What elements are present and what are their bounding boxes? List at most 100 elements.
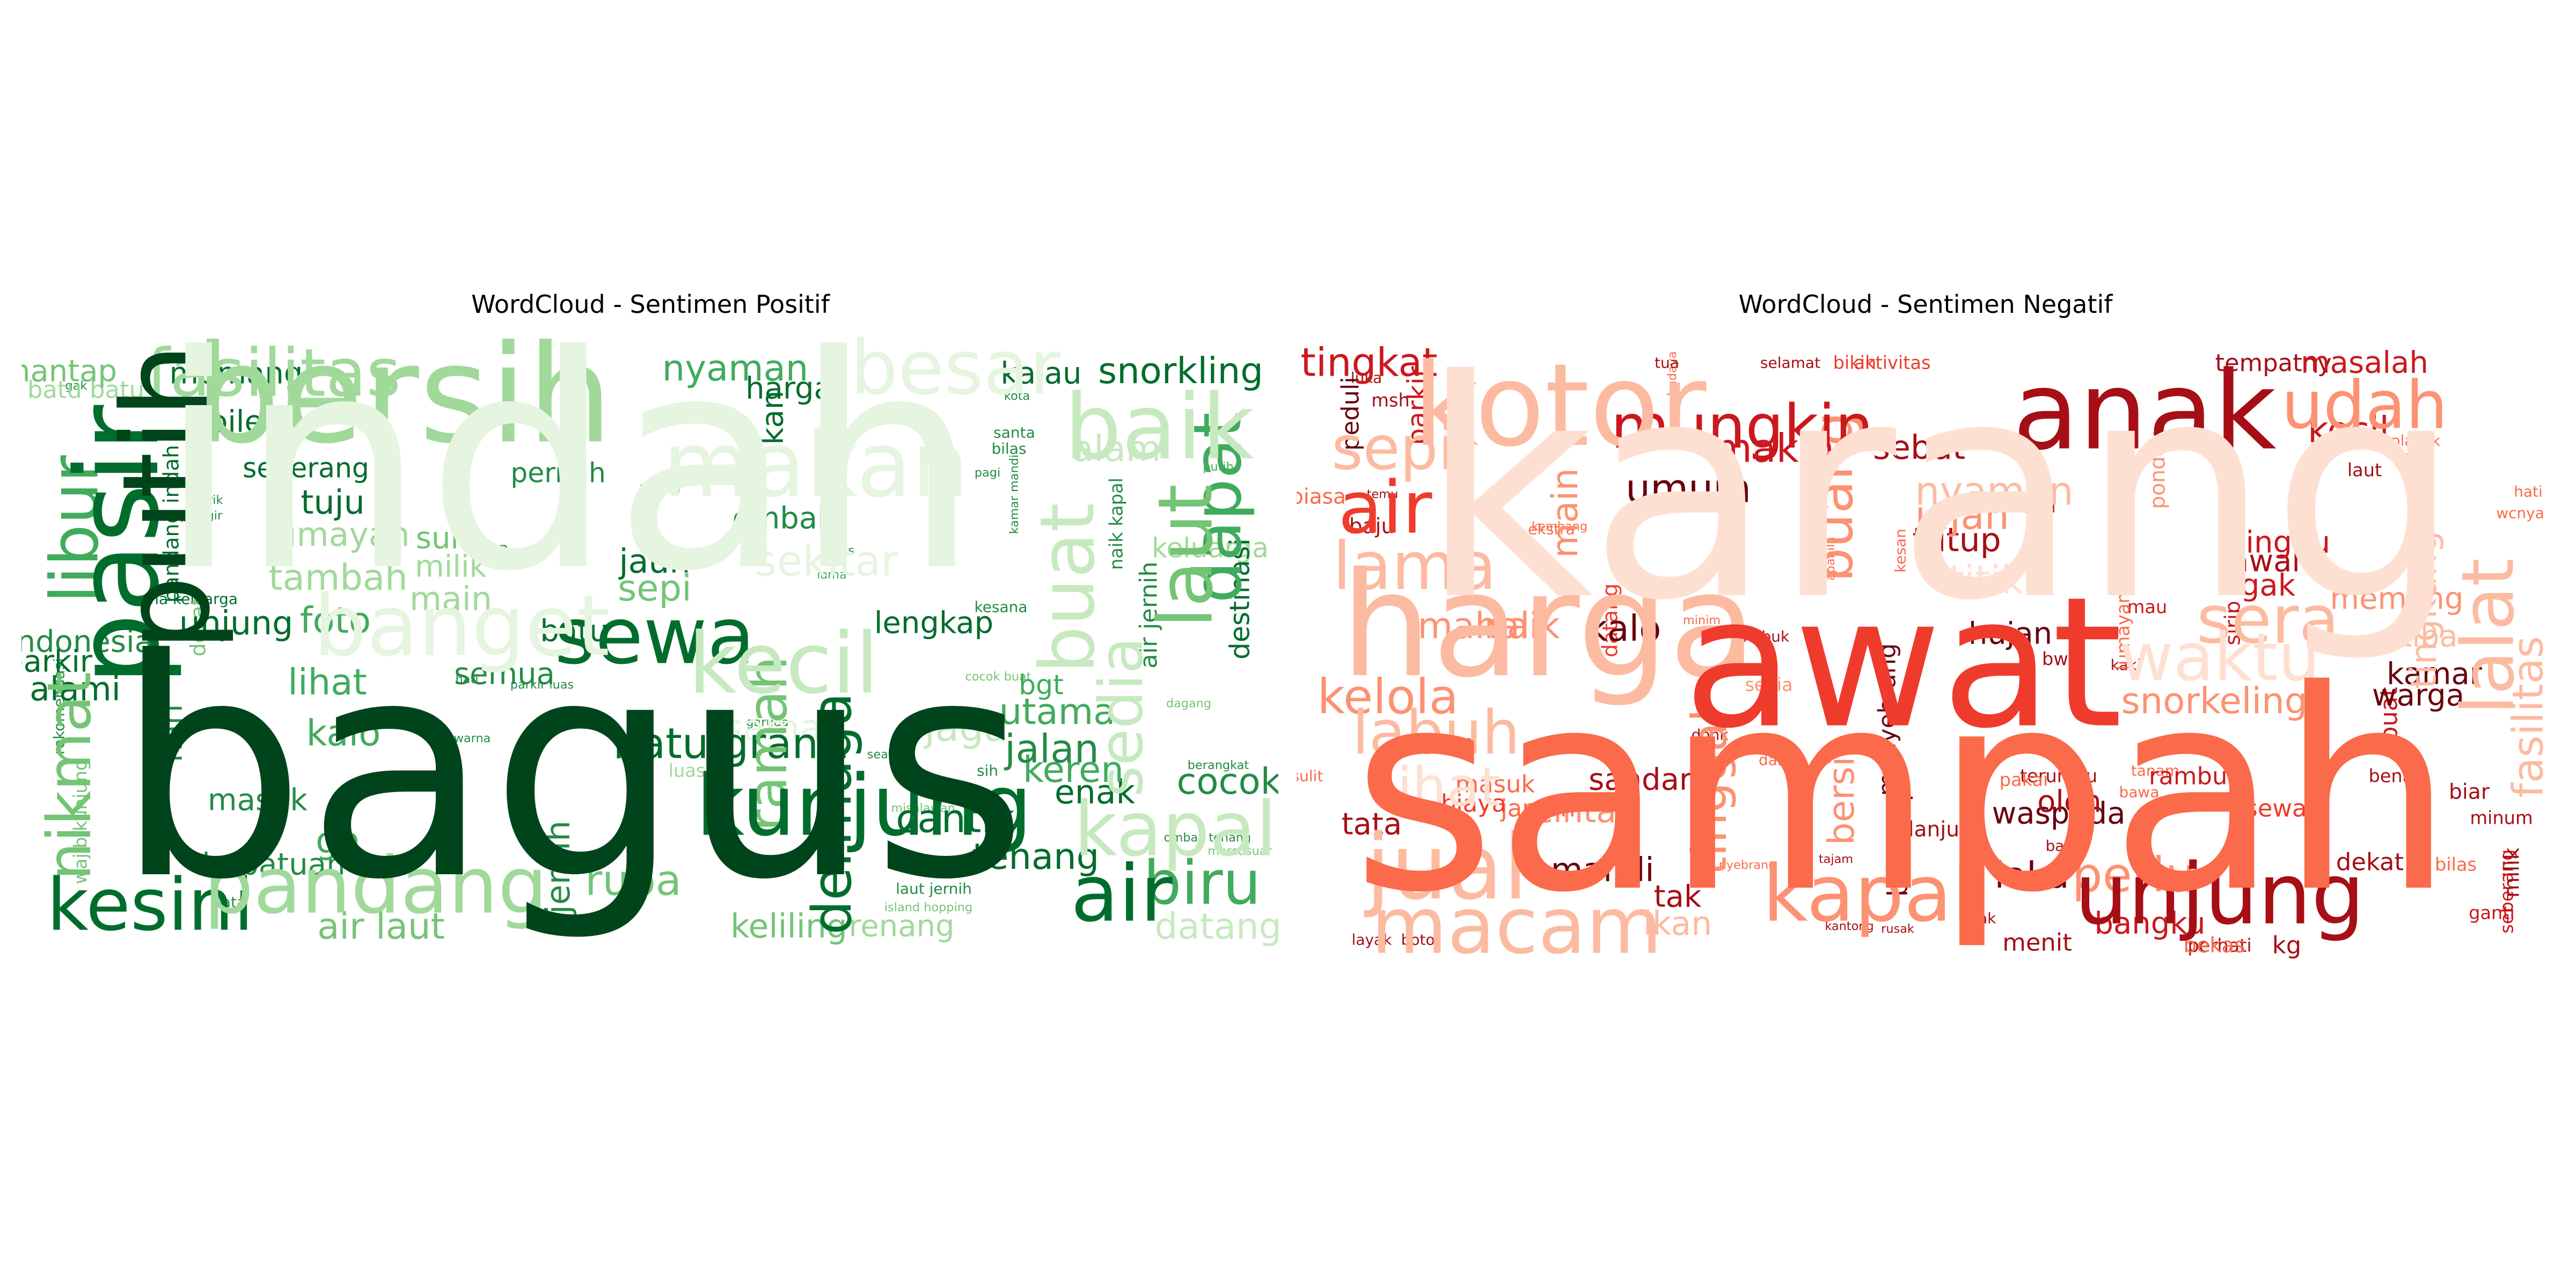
word-luka: luka	[1351, 369, 1382, 387]
word-harga: harga	[1341, 542, 1757, 709]
word-dasar: dasar	[1759, 751, 1801, 769]
word-masuk: masuk	[1455, 770, 1535, 799]
word-karang: karang	[1419, 331, 2461, 667]
word-sepi: sepi	[618, 567, 692, 609]
word-mulai: mulai	[639, 479, 681, 496]
word-seberang: seberang	[243, 452, 369, 484]
word-kelola: kelola	[1317, 669, 1458, 725]
word-menyebrang: menyebrang	[1873, 643, 1901, 796]
word-sekitar: sekitar	[755, 537, 898, 586]
word-indonesia: indonesia	[21, 625, 153, 660]
word-baik: baik	[1064, 375, 1254, 480]
word-lama: lama	[1333, 529, 1496, 605]
word-jaga: jaga	[923, 705, 1008, 751]
word-dekat: dekat	[187, 597, 211, 656]
word-masuk: masuk	[208, 783, 308, 818]
word-perlu: perlu	[2072, 847, 2196, 903]
word-bekas: bekas	[2183, 934, 2245, 958]
word-santa: santa	[993, 424, 1035, 442]
word-air: air	[1338, 466, 1433, 550]
word-lalat: lalat	[2446, 558, 2530, 715]
word-putih: putih	[1203, 460, 1234, 474]
word-bawa: bawa	[2119, 784, 2160, 801]
word-buat: buat	[1024, 503, 1112, 674]
word-hati: hati	[2514, 483, 2543, 501]
word-dapat: dapat	[1180, 412, 1257, 603]
word-buang: buang	[1802, 412, 1865, 582]
word-air-jernih: air jernih	[1135, 561, 1163, 668]
wordcloud-positive-canvas: kota pagi gratis lama gak kamar mandi cocok bu…	[21, 331, 1278, 958]
word-fasilitas: fasilitas	[2504, 636, 2553, 797]
word-jual: jual	[1364, 815, 1528, 920]
word-awat: awat	[1684, 559, 2123, 769]
word-parkir-luas: parkir luas	[510, 678, 574, 692]
word-nyaman: nyaman	[1915, 469, 2074, 515]
wordcloud-negative: kembang temu nyebrang tajam rusak kantong apab…	[1297, 331, 2553, 958]
word-tinggal: tinggal	[1682, 709, 1738, 875]
word-biaya: biaya	[1441, 789, 1506, 818]
word-biru: biru	[1143, 848, 1261, 918]
word-dagang: dagang	[1166, 697, 1211, 711]
word-sera: sera	[2197, 582, 2339, 659]
word-siap: siap	[1442, 733, 1473, 750]
word-tajam: tajam	[1819, 852, 1853, 866]
word-milik: milik	[2500, 847, 2524, 898]
word-kota: kota	[1004, 389, 1030, 403]
word-datang: datang	[1155, 905, 1278, 947]
word-datang: datang	[1599, 583, 1623, 657]
word-pakai: pakai	[2000, 770, 2048, 791]
word-ombak: ombak	[732, 501, 835, 536]
word-lihat: lihat	[1382, 755, 1501, 818]
word-biar: biar	[2449, 780, 2490, 804]
word-milik: milik	[415, 550, 487, 584]
word-air-laut: air laut	[317, 905, 445, 947]
word-terumbu: terumbu	[2020, 766, 2097, 787]
word-sedia: sedia	[1087, 637, 1157, 797]
word-mau: mau	[2127, 597, 2168, 618]
word-tempatny: tempatny	[2215, 349, 2331, 377]
word-cocok-buat: cocok buat	[965, 670, 1031, 684]
word-gak: gak	[65, 379, 87, 393]
word-kecil: kecil	[688, 614, 879, 713]
word-keluarga: keluarga	[1152, 532, 1269, 564]
word-batu-granit: batu granit	[613, 720, 846, 769]
word-biasa: biasa	[1297, 485, 1346, 509]
word-cinta: cinta	[1535, 792, 1616, 830]
word-dekat: dekat	[2336, 848, 2404, 876]
word-utama: utama	[999, 691, 1116, 733]
word-warna: warna	[454, 731, 491, 745]
word-toilet: toilet	[197, 405, 275, 440]
word-minggu: minggu	[2216, 525, 2330, 560]
word-tata: tata	[1342, 807, 1402, 842]
word-hari: hari	[155, 704, 189, 762]
word-kalau: kalau	[1000, 356, 1081, 391]
word-kalo: kalo	[1587, 608, 1662, 649]
word-kembang: kembang	[1532, 519, 1587, 533]
word-pernah: pernah	[510, 457, 606, 489]
word-sama-keluarga: sama keluarga	[127, 590, 238, 608]
word-gratis: gratis	[820, 544, 854, 558]
word-rusak: rusak	[1881, 922, 1914, 936]
word-tenang: tenang	[972, 836, 1100, 877]
word-sulit: sulit	[1297, 767, 1323, 785]
word-enak: enak	[1055, 773, 1136, 811]
word-memang: memang	[2330, 582, 2464, 617]
word-snorkeling: snorkeling	[2121, 680, 2308, 722]
word-suka: suka	[416, 521, 486, 556]
word-aku: aku	[2402, 448, 2429, 466]
word-kesana: kesana	[974, 598, 1027, 616]
wordcloud-positive-title: WordCloud - Sentimen Positif	[471, 290, 830, 319]
word-kapal: kapal	[1762, 849, 1973, 940]
word-mungkin: mungkin	[1611, 392, 1873, 462]
word-parkir: parkir	[1402, 366, 1433, 445]
word-kesan: kesan	[1892, 529, 1909, 573]
word-baju: baju	[1349, 515, 1395, 539]
word-snorkling: snorkling	[1098, 350, 1263, 392]
word-ikan: ikan	[756, 391, 791, 453]
word-renang: renang	[848, 909, 954, 944]
word-kapal: kapal	[1074, 786, 1277, 874]
wordcloud-background	[21, 331, 1278, 958]
word-parkir: parkir	[21, 645, 93, 679]
word-kotor: kotor	[1413, 339, 1707, 472]
word-laut: laut	[1143, 484, 1230, 628]
